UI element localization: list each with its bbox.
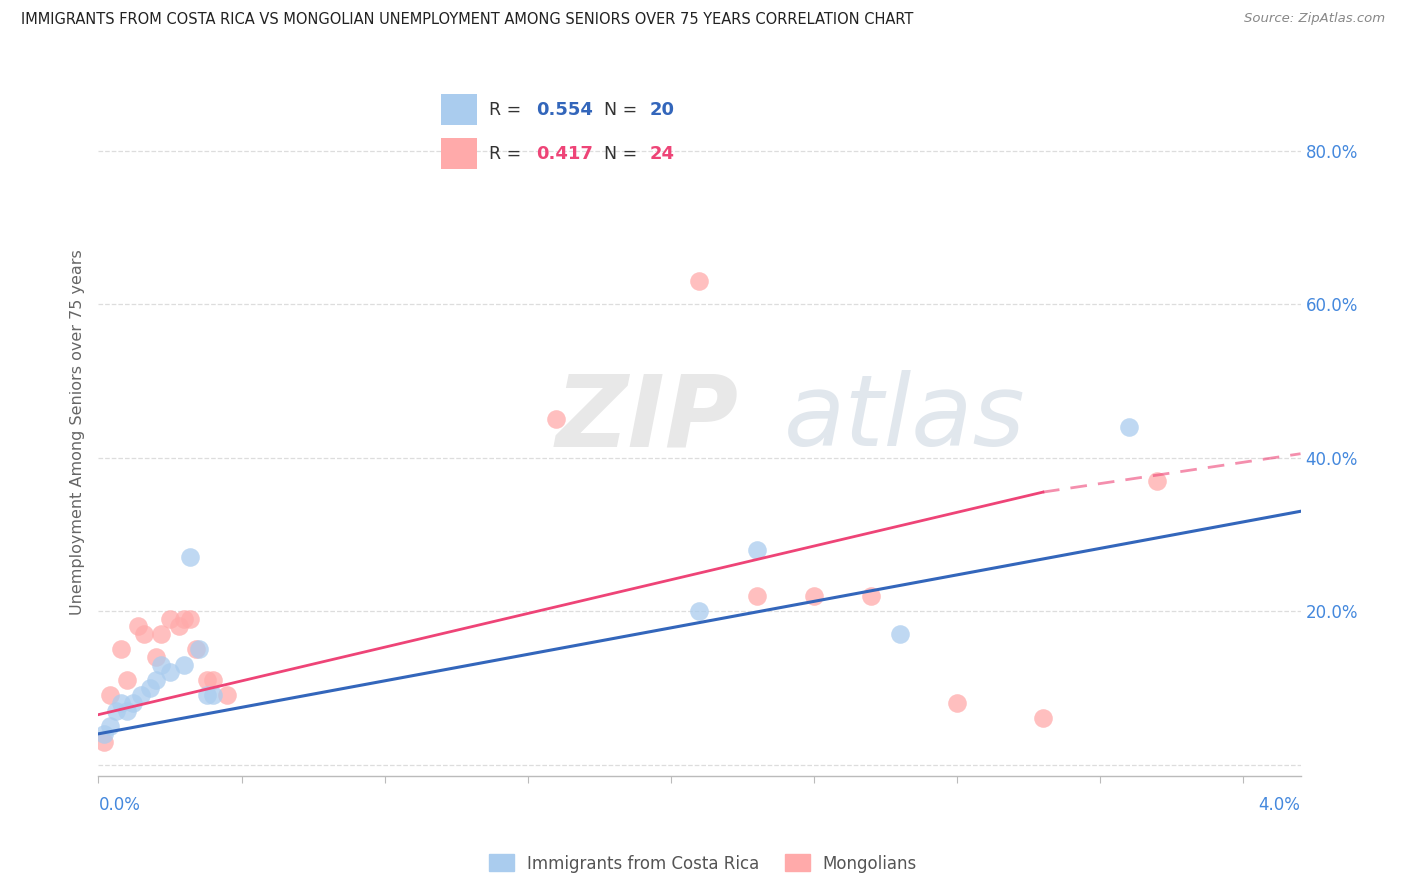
Text: Source: ZipAtlas.com: Source: ZipAtlas.com xyxy=(1244,12,1385,25)
Point xyxy=(688,604,710,618)
Text: ZIP: ZIP xyxy=(555,370,738,467)
Point xyxy=(688,274,710,288)
Point xyxy=(745,542,768,557)
Text: 0.417: 0.417 xyxy=(536,145,593,162)
Point xyxy=(139,681,162,695)
Point xyxy=(167,619,190,633)
Text: IMMIGRANTS FROM COSTA RICA VS MONGOLIAN UNEMPLOYMENT AMONG SENIORS OVER 75 YEARS: IMMIGRANTS FROM COSTA RICA VS MONGOLIAN … xyxy=(21,12,914,27)
FancyBboxPatch shape xyxy=(441,95,477,125)
Point xyxy=(187,642,209,657)
Point xyxy=(889,627,911,641)
Text: 0.0%: 0.0% xyxy=(98,796,141,814)
Text: 4.0%: 4.0% xyxy=(1258,796,1301,814)
Point xyxy=(179,612,201,626)
Point xyxy=(104,704,127,718)
Point xyxy=(860,589,883,603)
Legend: Immigrants from Costa Rica, Mongolians: Immigrants from Costa Rica, Mongolians xyxy=(482,847,924,880)
Text: 20: 20 xyxy=(650,101,675,119)
Point xyxy=(131,689,153,703)
Text: 0.554: 0.554 xyxy=(536,101,593,119)
Text: N =: N = xyxy=(605,145,643,162)
Point xyxy=(173,612,195,626)
Point xyxy=(110,696,132,710)
Point xyxy=(184,642,207,657)
Point xyxy=(121,696,143,710)
Point xyxy=(150,657,173,672)
Point xyxy=(179,550,201,565)
Point xyxy=(93,727,115,741)
Point xyxy=(145,650,167,665)
Y-axis label: Unemployment Among Seniors over 75 years: Unemployment Among Seniors over 75 years xyxy=(69,250,84,615)
Point xyxy=(128,619,150,633)
Text: R =: R = xyxy=(489,101,527,119)
Point xyxy=(115,704,138,718)
Point xyxy=(145,673,167,687)
Point xyxy=(201,689,224,703)
Point xyxy=(115,673,138,687)
Point xyxy=(98,689,121,703)
Text: R =: R = xyxy=(489,145,527,162)
Point xyxy=(159,665,181,680)
Text: 24: 24 xyxy=(650,145,675,162)
Point xyxy=(134,627,156,641)
Point xyxy=(1146,474,1168,488)
Point xyxy=(546,412,568,426)
Point xyxy=(195,673,218,687)
Point xyxy=(159,612,181,626)
Point xyxy=(98,719,121,733)
Point xyxy=(150,627,173,641)
Point xyxy=(1118,420,1140,434)
Text: atlas: atlas xyxy=(783,370,1025,467)
Point xyxy=(745,589,768,603)
Point xyxy=(93,734,115,748)
Text: N =: N = xyxy=(605,101,643,119)
Point xyxy=(173,657,195,672)
Point xyxy=(946,696,969,710)
Point xyxy=(217,689,239,703)
Point xyxy=(803,589,825,603)
Point xyxy=(110,642,132,657)
Point xyxy=(195,689,218,703)
Point xyxy=(201,673,224,687)
FancyBboxPatch shape xyxy=(441,138,477,169)
Point xyxy=(1032,711,1054,725)
